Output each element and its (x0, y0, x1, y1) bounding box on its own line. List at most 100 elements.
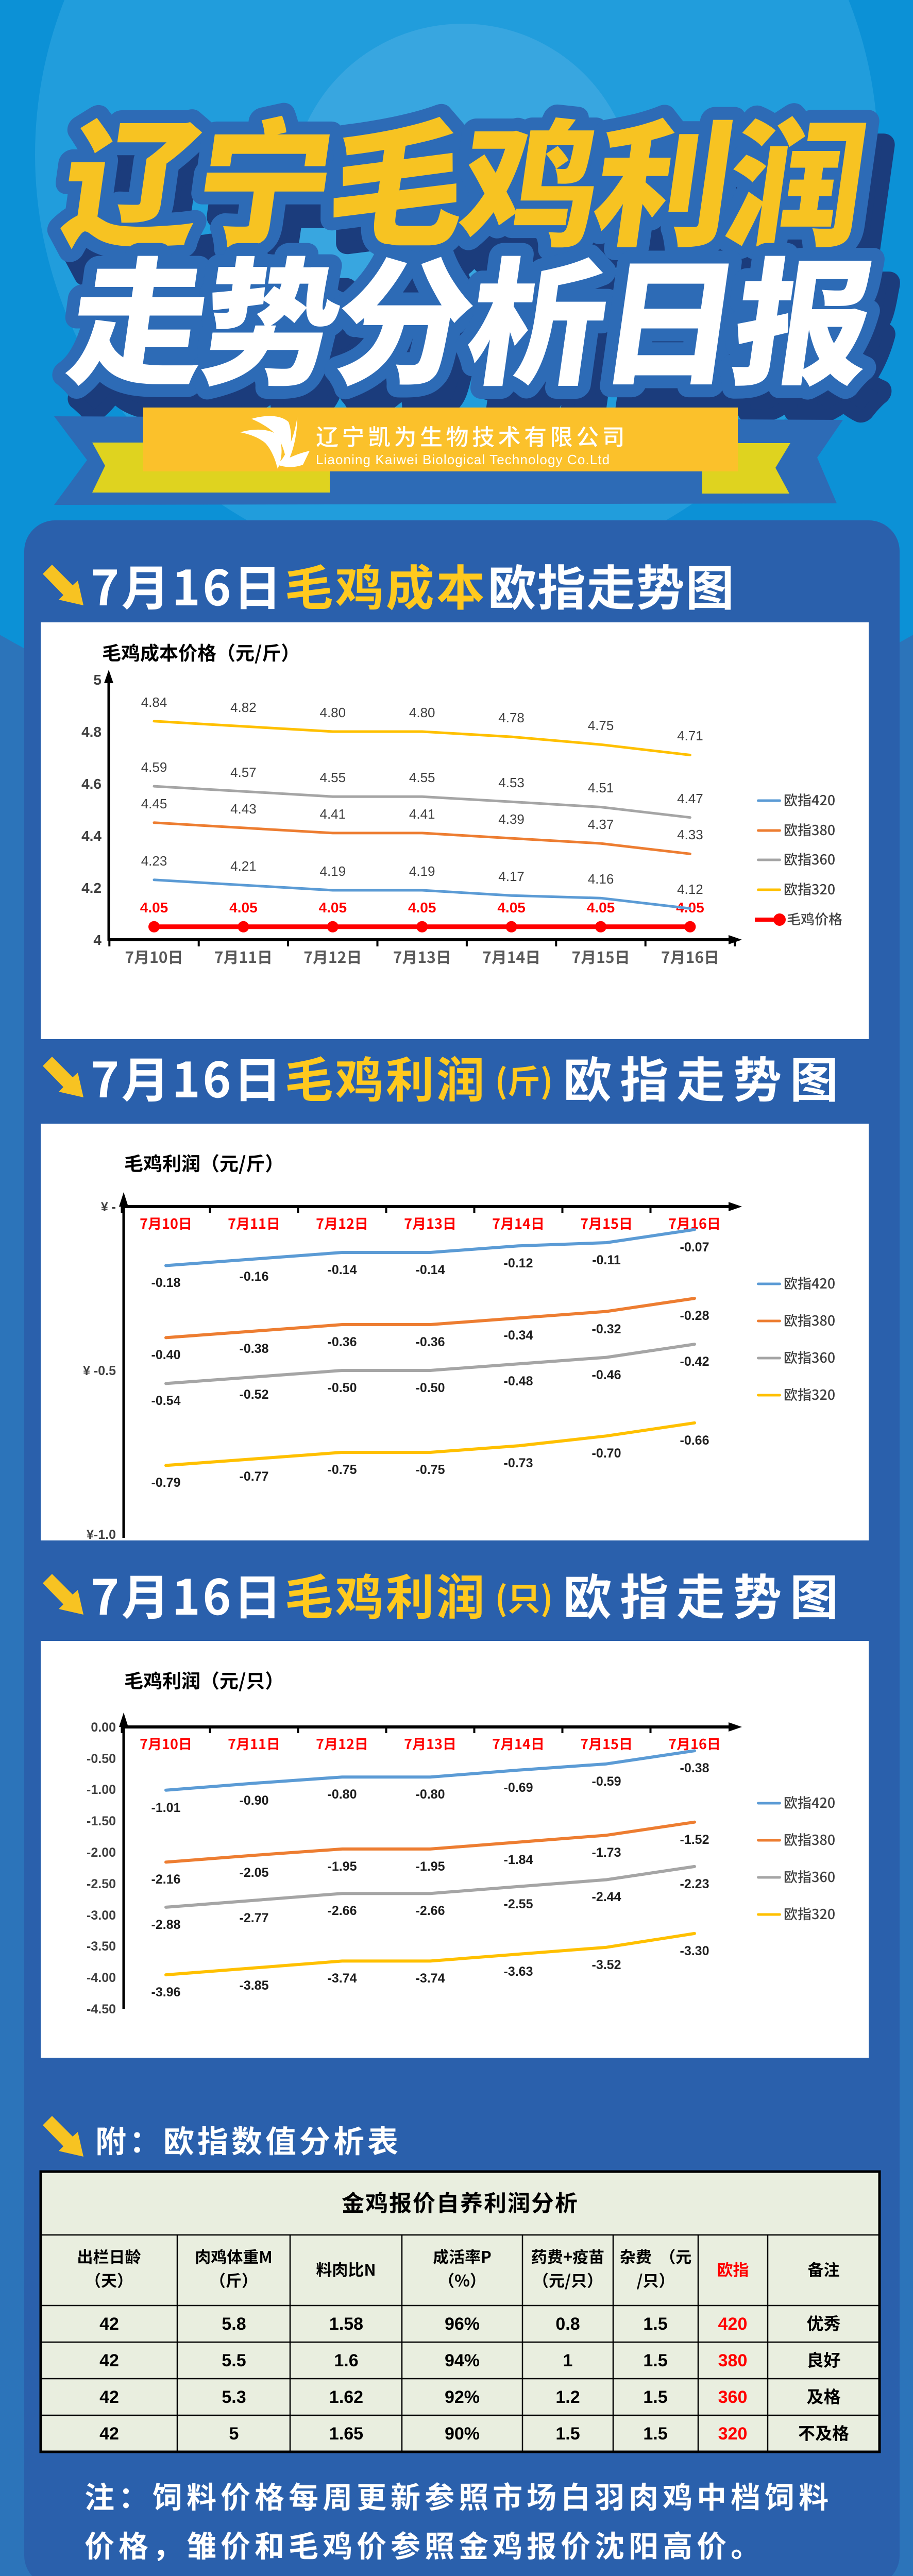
svg-text:-0.12: -0.12 (504, 1256, 533, 1270)
svg-text:4: 4 (93, 932, 102, 948)
svg-text:4.43: 4.43 (230, 801, 257, 817)
svg-text:-0.70: -0.70 (592, 1446, 621, 1461)
svg-text:-3.74: -3.74 (328, 1971, 357, 1986)
svg-text:4.05: 4.05 (229, 900, 258, 916)
svg-text:-0.32: -0.32 (592, 1322, 621, 1336)
svg-text:-0.75: -0.75 (328, 1463, 357, 1477)
svg-text:4.84: 4.84 (141, 694, 167, 710)
svg-text:-0.50: -0.50 (87, 1752, 116, 1766)
svg-text:0.8: 0.8 (555, 2314, 580, 2334)
svg-text:-2.23: -2.23 (680, 1877, 709, 1891)
svg-text:-2.88: -2.88 (151, 1918, 181, 1932)
svg-text:4.71: 4.71 (677, 728, 703, 743)
svg-text:¥ -: ¥ - (101, 1200, 116, 1214)
svg-text:-1.95: -1.95 (328, 1859, 357, 1874)
svg-text:4.45: 4.45 (141, 796, 167, 811)
svg-text:96%: 96% (445, 2314, 480, 2334)
svg-text:-0.54: -0.54 (151, 1394, 181, 1408)
svg-text:-2.44: -2.44 (592, 1890, 621, 1904)
svg-text:-2.50: -2.50 (87, 1877, 116, 1891)
svg-text:Liaoning Kaiwei Biological Tec: Liaoning Kaiwei Biological Technology Co… (316, 452, 610, 467)
svg-text:-0.75: -0.75 (416, 1463, 445, 1477)
svg-text:-2.05: -2.05 (240, 1866, 269, 1880)
svg-text:-0.07: -0.07 (680, 1240, 709, 1255)
svg-text:4.05: 4.05 (319, 900, 347, 916)
svg-text:1.6: 1.6 (334, 2351, 358, 2370)
svg-text:4.21: 4.21 (230, 858, 257, 874)
svg-text:-2.16: -2.16 (151, 1872, 181, 1887)
svg-text:-0.66: -0.66 (680, 1433, 709, 1448)
svg-text:4.82: 4.82 (230, 700, 257, 715)
svg-text:4.12: 4.12 (677, 882, 703, 897)
svg-text:5: 5 (229, 2424, 239, 2444)
svg-text:-0.34: -0.34 (504, 1328, 533, 1343)
svg-text:-4.50: -4.50 (87, 2002, 116, 2016)
svg-text:360: 360 (718, 2387, 748, 2407)
svg-text:-2.77: -2.77 (240, 1911, 269, 1925)
svg-text:4.53: 4.53 (498, 775, 525, 790)
svg-text:90%: 90% (445, 2424, 480, 2444)
svg-text:-0.16: -0.16 (240, 1269, 269, 1284)
svg-text:4.19: 4.19 (409, 863, 435, 879)
svg-text:42: 42 (99, 2351, 119, 2370)
svg-text:1.58: 1.58 (329, 2314, 363, 2334)
svg-text:4.05: 4.05 (497, 900, 526, 916)
svg-text:-0.77: -0.77 (240, 1469, 269, 1484)
svg-text:-3.85: -3.85 (240, 1978, 269, 1993)
svg-text:-0.59: -0.59 (592, 1774, 621, 1789)
svg-text:-3.52: -3.52 (592, 1958, 621, 1972)
svg-text:1: 1 (563, 2351, 573, 2370)
svg-text:-0.48: -0.48 (504, 1374, 533, 1388)
svg-text:4.41: 4.41 (319, 806, 346, 822)
svg-text:4.78: 4.78 (498, 710, 525, 725)
svg-text:-2.00: -2.00 (87, 1845, 116, 1860)
svg-text:4.51: 4.51 (588, 780, 614, 795)
svg-text:-0.18: -0.18 (151, 1276, 181, 1290)
svg-text:0.00: 0.00 (91, 1720, 116, 1735)
svg-text:-3.30: -3.30 (680, 1944, 709, 1958)
svg-text:4.19: 4.19 (319, 863, 346, 879)
svg-text:¥-1.0: ¥-1.0 (87, 1528, 116, 1542)
svg-text:1.5: 1.5 (643, 2351, 667, 2370)
svg-text:4.05: 4.05 (140, 900, 168, 916)
svg-text:-0.40: -0.40 (151, 1348, 181, 1362)
svg-text:4.17: 4.17 (498, 869, 525, 884)
svg-text:4.41: 4.41 (409, 806, 435, 822)
svg-text:42: 42 (99, 2314, 119, 2334)
svg-text:¥ -0.5: ¥ -0.5 (83, 1364, 116, 1378)
svg-text:4.75: 4.75 (588, 718, 614, 733)
svg-text:-0.36: -0.36 (416, 1335, 445, 1349)
svg-text:1.2: 1.2 (555, 2387, 580, 2407)
svg-text:-0.36: -0.36 (328, 1335, 357, 1349)
svg-text:320: 320 (718, 2424, 748, 2444)
svg-text:4.23: 4.23 (141, 853, 167, 869)
svg-text:-3.50: -3.50 (87, 1939, 116, 1954)
svg-text:-0.50: -0.50 (328, 1381, 357, 1395)
svg-text:1.65: 1.65 (329, 2424, 363, 2444)
svg-text:1.5: 1.5 (643, 2424, 667, 2444)
svg-text:1.5: 1.5 (643, 2387, 667, 2407)
svg-text:1.5: 1.5 (555, 2424, 580, 2444)
svg-text:420: 420 (718, 2314, 748, 2334)
svg-text:4.6: 4.6 (81, 776, 102, 792)
svg-text:-0.14: -0.14 (328, 1263, 357, 1277)
svg-text:-1.00: -1.00 (87, 1783, 116, 1797)
svg-text:42: 42 (99, 2424, 119, 2444)
svg-text:4.05: 4.05 (587, 900, 615, 916)
svg-text:-2.55: -2.55 (504, 1897, 533, 1911)
svg-text:5.8: 5.8 (222, 2314, 246, 2334)
svg-text:-0.38: -0.38 (680, 1761, 709, 1775)
svg-text:-4.00: -4.00 (87, 1971, 116, 1985)
svg-text:380: 380 (718, 2351, 748, 2370)
svg-text:-1.52: -1.52 (680, 1833, 709, 1847)
svg-text:-0.38: -0.38 (240, 1342, 269, 1356)
svg-text:-2.66: -2.66 (328, 1904, 357, 1918)
svg-text:92%: 92% (445, 2387, 480, 2407)
svg-text:-0.80: -0.80 (416, 1787, 445, 1802)
svg-text:-2.66: -2.66 (416, 1904, 445, 1918)
svg-text:-3.00: -3.00 (87, 1908, 116, 1923)
svg-text:-0.73: -0.73 (504, 1456, 533, 1470)
svg-text:4.59: 4.59 (141, 759, 167, 775)
svg-text:4.57: 4.57 (230, 765, 257, 780)
svg-text:-0.11: -0.11 (592, 1253, 621, 1267)
